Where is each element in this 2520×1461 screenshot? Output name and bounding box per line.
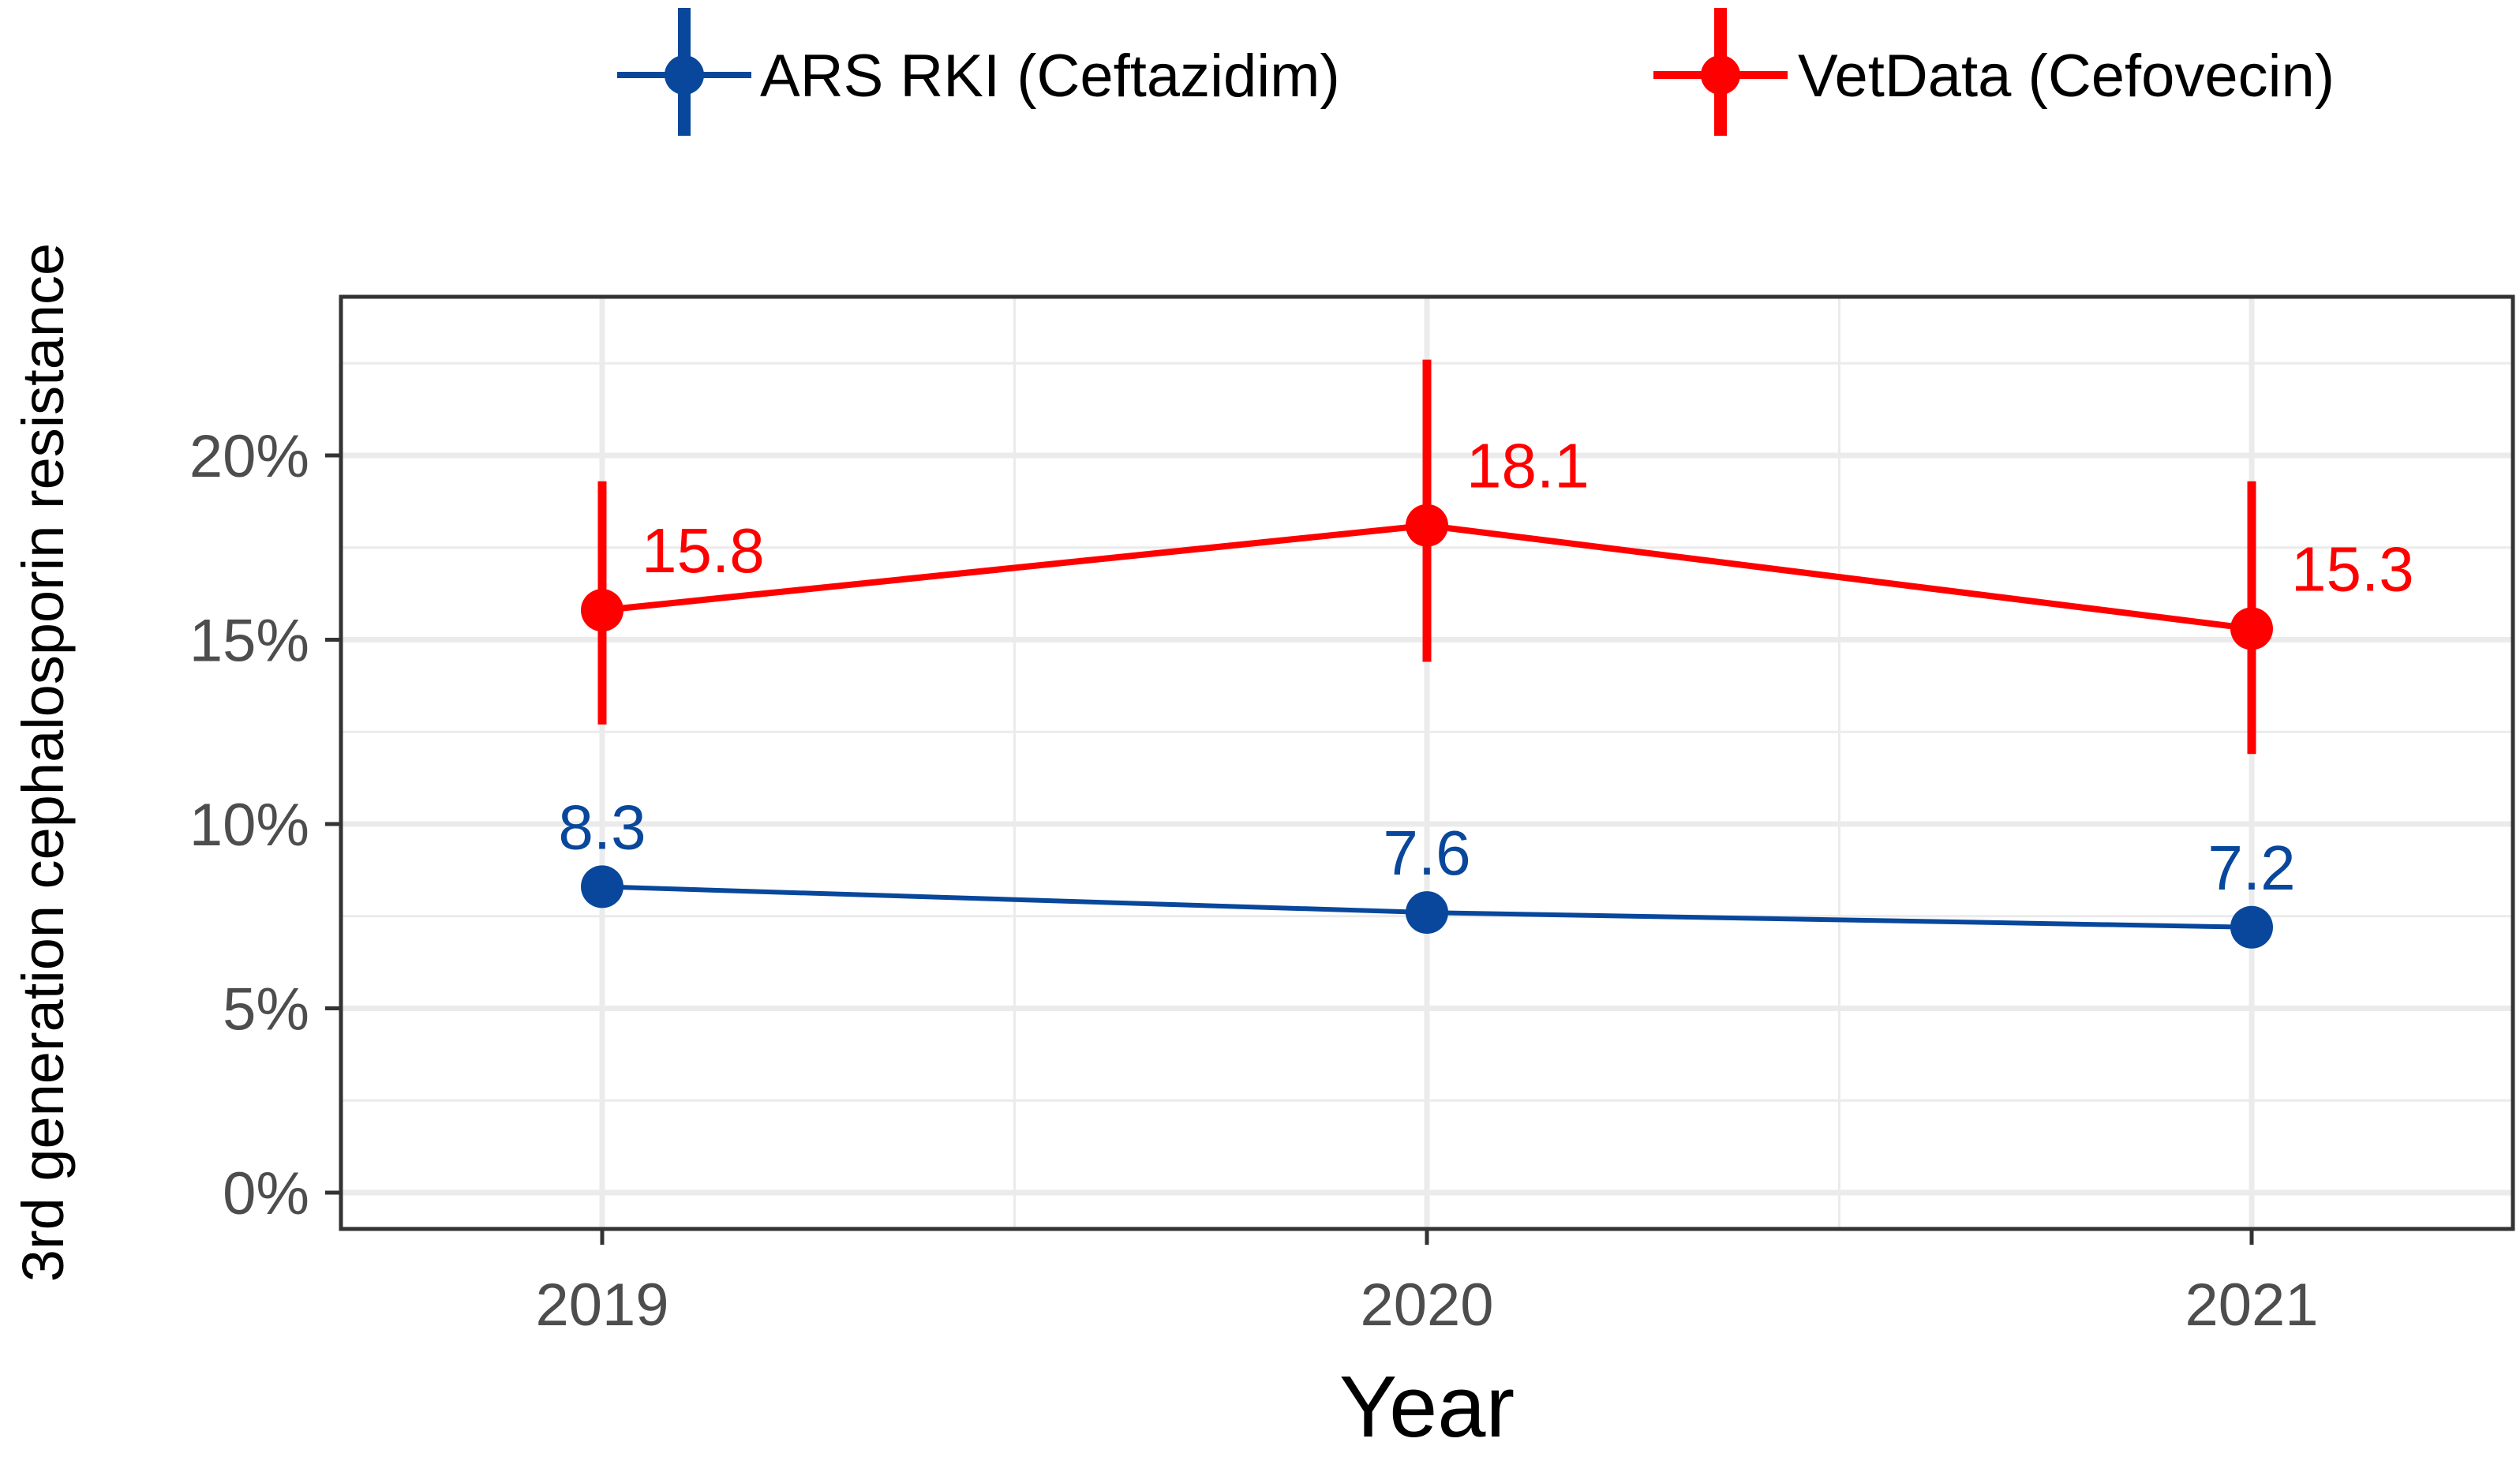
legend-label: ARS RKI (Ceftazidim)	[760, 43, 1340, 110]
series-ars-rki: 8.3 7.6 7.2	[558, 792, 2296, 949]
y-tick-label: 10%	[189, 792, 309, 859]
data-point	[2230, 607, 2273, 650]
x-axis-title: Year	[1339, 1358, 1515, 1455]
x-tick-label: 2021	[2185, 1272, 2318, 1339]
y-tick-label: 0%	[223, 1160, 309, 1227]
data-label: 15.8	[642, 515, 765, 586]
legend-item-ars-rki: ARS RKI (Ceftazidim)	[617, 8, 1340, 136]
data-point	[581, 589, 623, 632]
data-point	[2230, 905, 2273, 949]
y-tick-label: 5%	[223, 976, 309, 1043]
series-vetdata: 15.8 18.1 15.3	[581, 359, 2414, 755]
legend-item-vetdata: VetData (Cefovecin)	[1653, 8, 2335, 136]
y-tick-label: 20%	[189, 423, 309, 490]
data-point	[1406, 891, 1448, 935]
data-label: 7.2	[2207, 833, 2295, 903]
y-axis-title: 3rd generation cephalosporin resistance	[10, 243, 76, 1282]
series-layer: 8.3 7.6 7.2 15.8 18.1 15.3	[558, 359, 2414, 949]
y-tick-label: 15%	[189, 608, 309, 675]
data-point	[581, 865, 623, 908]
data-label: 7.6	[1383, 818, 1470, 888]
legend-label: VetData (Cefovecin)	[1798, 43, 2335, 110]
x-tick-label: 2020	[1360, 1272, 1493, 1339]
data-label: 18.1	[1466, 431, 1590, 501]
legend: ARS RKI (Ceftazidim) VetData (Cefovecin)	[617, 8, 2335, 136]
x-tick-label: 2019	[535, 1272, 668, 1339]
data-label: 8.3	[558, 792, 646, 862]
data-point	[1406, 504, 1448, 547]
legend-key-point	[665, 55, 704, 95]
axes: 0% 5% 10% 15% 20% 2019 2020 2021	[189, 423, 2319, 1339]
data-label: 15.3	[2291, 534, 2414, 604]
legend-key-point	[1701, 55, 1740, 95]
